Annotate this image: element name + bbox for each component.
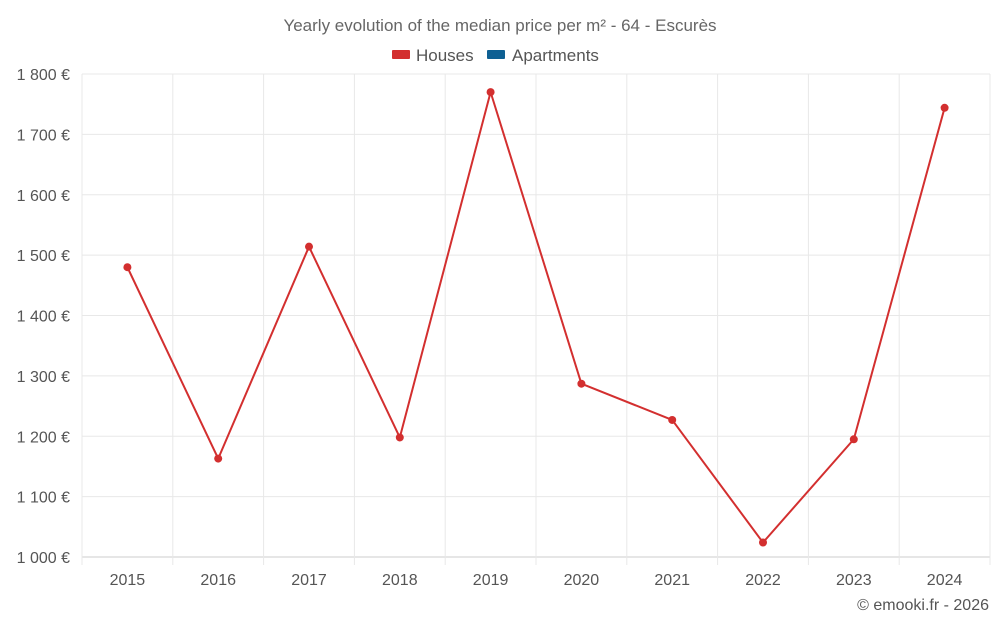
y-tick-label: 1 600 € [17, 188, 70, 205]
legend-swatch-apartments [487, 50, 505, 59]
y-tick-label: 1 400 € [17, 309, 70, 326]
x-tick-label: 2016 [200, 572, 236, 589]
data-point-houses-2016[interactable] [214, 454, 223, 463]
x-tick-label: 2018 [382, 572, 418, 589]
credit-text: © emooki.fr - 2026 [857, 597, 989, 614]
x-axis-tick-labels: 2015 2016 2017 2018 2019 2020 2021 2022 2023 2024 [110, 572, 963, 589]
series-line-houses [126, 91, 946, 544]
legend-label-houses[interactable]: Houses [416, 46, 474, 65]
series-lines [126, 91, 946, 544]
x-tick-label: 2019 [473, 572, 509, 589]
x-tick-label: 2020 [564, 572, 600, 589]
legend-label-apartments[interactable]: Apartments [512, 46, 599, 65]
data-point-houses-2015[interactable] [123, 263, 132, 272]
legend-swatch-houses [392, 50, 410, 59]
y-tick-label: 1 500 € [17, 248, 70, 265]
x-tick-label: 2017 [291, 572, 327, 589]
x-tick-label: 2024 [927, 572, 963, 589]
data-point-houses-2024[interactable] [940, 103, 949, 112]
y-tick-label: 1 800 € [17, 67, 70, 84]
data-point-houses-2019[interactable] [486, 88, 495, 97]
y-tick-label: 1 300 € [17, 369, 70, 386]
chart-title: Yearly evolution of the median price per… [283, 16, 716, 35]
data-point-houses-2020[interactable] [577, 379, 586, 388]
x-tick-label: 2015 [110, 572, 146, 589]
y-tick-label: 1 700 € [17, 127, 70, 144]
data-point-houses-2021[interactable] [668, 415, 677, 424]
legend: Houses Apartments [392, 46, 599, 65]
y-axis-tick-labels: 1 000 € 1 100 € 1 200 € 1 300 € 1 400 € 1 500… [17, 67, 70, 567]
data-point-houses-2022[interactable] [759, 538, 767, 547]
x-gridlines [81, 74, 991, 565]
data-point-houses-2017[interactable] [305, 242, 313, 251]
x-tick-label: 2023 [836, 572, 872, 589]
x-tick-label: 2022 [745, 572, 781, 589]
data-point-houses-2018[interactable] [395, 433, 404, 442]
x-tick-label: 2021 [654, 572, 690, 589]
y-tick-label: 1 200 € [17, 429, 70, 446]
data-point-houses-2023[interactable] [849, 435, 858, 444]
y-tick-label: 1 000 € [17, 550, 70, 567]
series-points [123, 88, 949, 547]
y-tick-label: 1 100 € [17, 490, 70, 507]
